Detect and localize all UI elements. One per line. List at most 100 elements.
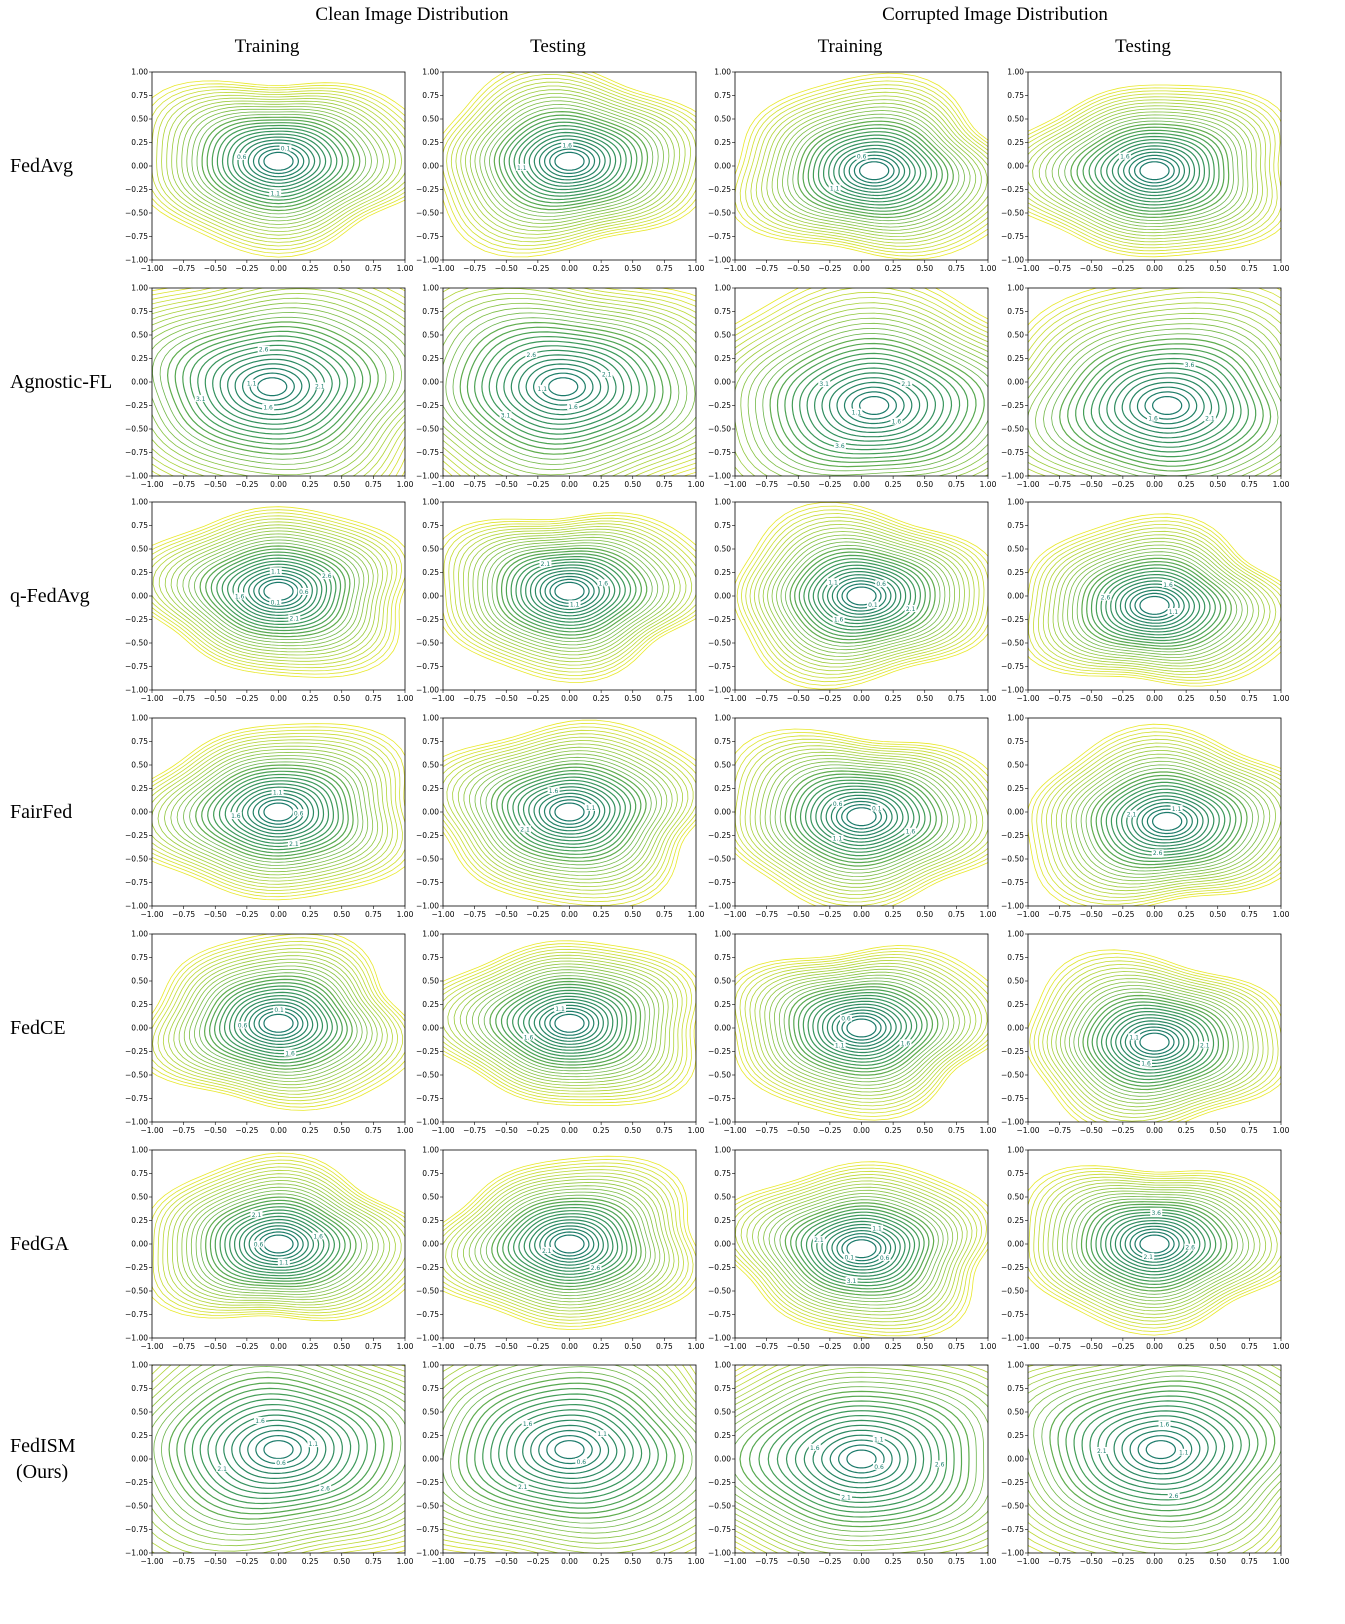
contour-line — [1133, 158, 1175, 184]
contour-lines: 1.1 1.6 2.1 2.6 3.1 — [443, 288, 696, 476]
contour-label-bg — [250, 1210, 263, 1218]
contour-line — [803, 1424, 917, 1494]
x-tick-label: 0.00 — [1146, 910, 1163, 919]
y-tick-label: 0.50 — [1007, 115, 1024, 124]
x-tick-label: 0.75 — [948, 1126, 965, 1135]
x-tick-label: 0.50 — [624, 1557, 641, 1566]
contour-line — [1076, 554, 1238, 653]
contour-level-label: 1.6 — [231, 813, 241, 820]
contour-line — [199, 1398, 360, 1500]
contour-line — [1032, 105, 1259, 237]
contour-lines: 1.1 1.6 2.1 3.1 3.6 — [735, 288, 988, 476]
contour-label-bg — [596, 1430, 609, 1438]
contour-label-bg — [827, 578, 840, 586]
contour-lines: 0.6 1.1 1.6 2.1 — [152, 1152, 405, 1322]
contour-line — [797, 989, 928, 1070]
contour-label-bg — [890, 417, 903, 425]
contour-line — [1144, 391, 1190, 420]
x-tick-label: −1.00 — [432, 1126, 455, 1135]
y-tick-label: 0.50 — [422, 545, 439, 554]
contour-line — [205, 548, 346, 635]
contour-label-bg — [1167, 1492, 1180, 1500]
x-tick-label: −1.00 — [141, 480, 164, 489]
contour-line — [152, 288, 405, 476]
contour-label-bg — [540, 1246, 553, 1254]
y-tick-label: 0.50 — [1007, 545, 1024, 554]
contour-line — [735, 76, 988, 257]
y-tick-label: 0.75 — [714, 91, 731, 100]
contour-line — [443, 292, 696, 476]
contour-line — [735, 288, 988, 325]
x-tick-label: −1.00 — [1017, 910, 1040, 919]
y-tick-label: −0.75 — [708, 232, 731, 241]
x-tick-label: 0.75 — [948, 694, 965, 703]
x-tick-label: −0.50 — [204, 480, 227, 489]
contour-line — [838, 1444, 885, 1474]
y-tick-label: −1.00 — [708, 686, 731, 695]
x-tick-label: 0.50 — [624, 1342, 641, 1351]
y-tick-label: −0.25 — [1001, 401, 1024, 410]
x-tick-label: 0.75 — [948, 264, 965, 273]
contour-panel: 1.1 1.6 2.6 −1.00 −0.75 −0.50 −0.25 0.00 0.25 0.5… — [1001, 498, 1290, 704]
x-tick-label: −1.00 — [141, 910, 164, 919]
contour-lines: 1.1 1.6 2.1 — [1028, 949, 1281, 1122]
y-tick-label: 0.50 — [714, 1193, 731, 1202]
contour-label-bg — [1198, 1041, 1211, 1049]
contour-line — [554, 802, 585, 822]
x-tick-label: 1.00 — [1273, 264, 1290, 273]
contour-label-bg — [536, 384, 549, 392]
contour-label-bg — [808, 1443, 821, 1451]
x-tick-label: 0.75 — [948, 1557, 965, 1566]
contour-label-bg — [568, 600, 581, 608]
y-tick-label: 0.50 — [131, 1408, 148, 1417]
contour-level-label: 0.6 — [833, 801, 843, 808]
x-tick-label: 0.50 — [624, 264, 641, 273]
x-tick-label: −0.50 — [1080, 910, 1103, 919]
contour-line — [247, 792, 309, 832]
contour-line — [255, 1434, 302, 1465]
contour-line — [533, 1001, 604, 1045]
contour-level-label: 1.1 — [1179, 1450, 1189, 1457]
contour-lines: 1.1 1.6 2.1 — [443, 719, 696, 906]
x-tick-label: 1.00 — [980, 1557, 997, 1566]
contour-label-bg — [1151, 849, 1164, 857]
contour-lines: 0.6 1.1 1.6 2.1 — [152, 723, 405, 901]
contour-level-label: 1.6 — [1163, 582, 1173, 589]
contour-panel: 1.1 1.6 2.1 2.6 −1.00 −0.75 −0.50 −0.25 0.00 0.25… — [1001, 1361, 1290, 1567]
row-label-line: Agnostic-FL — [10, 371, 113, 393]
contour-line — [232, 133, 327, 191]
contour-line — [1028, 1365, 1281, 1553]
contour-line — [1041, 1375, 1281, 1528]
y-tick-label: 0.25 — [1007, 354, 1024, 363]
x-tick-label: 0.50 — [916, 1126, 933, 1135]
contour-label-bg — [1118, 152, 1131, 160]
contour-line — [1110, 785, 1226, 856]
contour-line — [812, 131, 938, 209]
contour-level-label: 2.1 — [1143, 1254, 1153, 1261]
contour-label-bg — [254, 1416, 267, 1424]
contour-line — [230, 783, 325, 841]
x-tick-label: −1.00 — [724, 480, 747, 489]
x-tick-label: −0.75 — [755, 1342, 778, 1351]
contour-line — [1038, 1176, 1281, 1322]
contour-level-label: 1.1 — [271, 568, 281, 575]
contour-line — [491, 545, 653, 643]
contour-label-bg — [522, 1033, 535, 1041]
contour-line — [263, 151, 294, 171]
contour-line — [505, 553, 637, 633]
contour-label-bg — [235, 152, 248, 160]
x-tick-label: 0.75 — [365, 910, 382, 919]
y-tick-label: 0.50 — [1007, 1193, 1024, 1202]
contour-level-label: 2.1 — [1205, 415, 1215, 422]
contour-line — [554, 581, 585, 601]
contour-line — [256, 377, 288, 397]
y-tick-label: 1.00 — [422, 284, 439, 293]
x-tick-label: −0.75 — [1048, 1126, 1071, 1135]
contour-line — [1057, 541, 1260, 664]
contour-line — [755, 91, 988, 244]
x-tick-label: 0.50 — [1209, 480, 1226, 489]
contour-line — [443, 288, 696, 476]
x-tick-label: −0.75 — [1048, 480, 1071, 489]
contour-line — [1083, 352, 1249, 458]
y-tick-label: 1.00 — [422, 1146, 439, 1155]
